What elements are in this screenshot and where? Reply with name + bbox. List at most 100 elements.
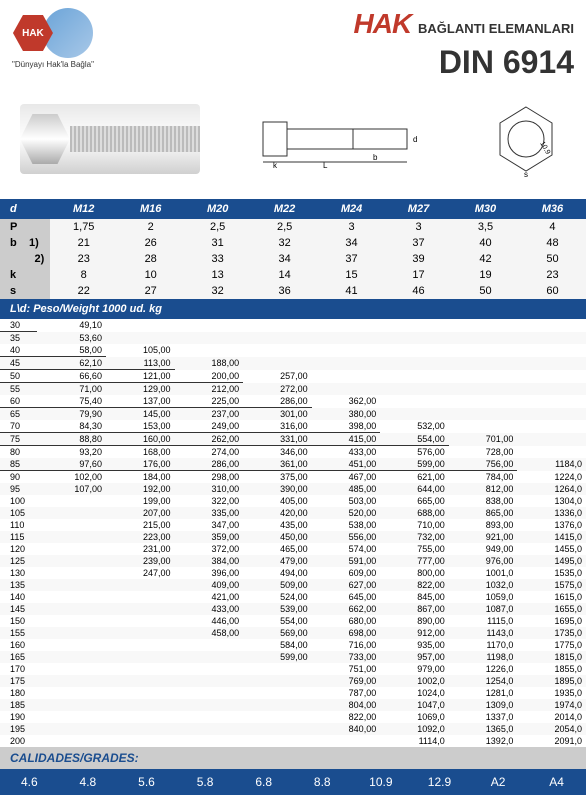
- weight-cell: 756,00: [449, 458, 518, 471]
- weight-cell: [37, 663, 106, 675]
- weight-cell: [175, 663, 244, 675]
- weight-cell: 1224,0: [517, 471, 586, 484]
- svg-text:s: s: [524, 170, 528, 179]
- weight-cell: 420,00: [243, 507, 312, 519]
- weight-cell: [175, 319, 244, 332]
- weight-cell: 1087,0: [449, 603, 518, 615]
- weight-cell: 298,00: [175, 471, 244, 484]
- weight-cell: 912,00: [380, 627, 449, 639]
- weight-cell: 1775,0: [517, 639, 586, 651]
- weight-cell: [312, 383, 381, 396]
- weight-cell: 30: [0, 319, 37, 332]
- weight-cell: 1092,0: [380, 723, 449, 735]
- weight-cell: 110: [0, 519, 37, 531]
- weight-cell: 1855,0: [517, 663, 586, 675]
- header: HAK "Dünyayı Hak'la Bağla" HAK BAĞLANTI …: [0, 0, 586, 89]
- weight-cell: 153,00: [106, 420, 175, 433]
- weight-cell: [243, 699, 312, 711]
- weight-cell: 421,00: [175, 591, 244, 603]
- weight-cell: 121,00: [106, 370, 175, 383]
- weight-cell: 105: [0, 507, 37, 519]
- weight-cell: [243, 687, 312, 699]
- weight-cell: 105,00: [106, 344, 175, 357]
- weight-cell: [243, 723, 312, 735]
- brand-name: HAK: [354, 8, 412, 39]
- weight-cell: 732,00: [380, 531, 449, 543]
- weight-table: 3049,103553,604058,00105,004562,10113,00…: [0, 319, 586, 747]
- weight-cell: [243, 319, 312, 332]
- weight-cell: 247,00: [106, 567, 175, 579]
- weight-cell: 1615,0: [517, 591, 586, 603]
- weight-cell: 520,00: [312, 507, 381, 519]
- weight-cell: 113,00: [106, 357, 175, 370]
- weight-cell: 935,00: [380, 639, 449, 651]
- bolt-side-diagram: k L b d: [253, 104, 433, 174]
- weight-cell: 135: [0, 579, 37, 591]
- weight-cell: [175, 332, 244, 345]
- weight-cell: 195: [0, 723, 37, 735]
- weight-cell: 728,00: [449, 446, 518, 459]
- weight-cell: 485,00: [312, 483, 381, 495]
- weight-cell: 215,00: [106, 519, 175, 531]
- weight-cell: 1974,0: [517, 699, 586, 711]
- spec-cell: 21: [50, 235, 117, 251]
- weight-cell: 645,00: [312, 591, 381, 603]
- spec-col-header: M30: [452, 199, 519, 219]
- spec-col-header: M16: [117, 199, 184, 219]
- weight-cell: 223,00: [106, 531, 175, 543]
- weight-cell: 85: [0, 458, 37, 471]
- weight-cell: [37, 555, 106, 567]
- weight-cell: 168,00: [106, 446, 175, 459]
- weight-cell: [380, 395, 449, 408]
- weight-cell: [175, 723, 244, 735]
- spec-cell: 26: [117, 235, 184, 251]
- weight-cell: 359,00: [175, 531, 244, 543]
- weight-cell: 784,00: [449, 471, 518, 484]
- weight-cell: [312, 319, 381, 332]
- spec-row-label: s: [0, 283, 50, 299]
- weight-cell: [175, 675, 244, 687]
- weight-cell: 272,00: [243, 383, 312, 396]
- weight-cell: 1376,0: [517, 519, 586, 531]
- weight-cell: 301,00: [243, 408, 312, 421]
- weight-cell: 380,00: [312, 408, 381, 421]
- spec-cell: 2: [117, 219, 184, 235]
- weight-cell: 375,00: [243, 471, 312, 484]
- tagline: "Dünyayı Hak'la Bağla": [12, 60, 94, 69]
- weight-cell: 212,00: [175, 383, 244, 396]
- spec-row-label: k: [0, 267, 50, 283]
- weight-cell: 55: [0, 383, 37, 396]
- title-area: HAK BAĞLANTI ELEMANLARI DIN 6914: [354, 8, 574, 81]
- weight-cell: 262,00: [175, 433, 244, 446]
- weight-cell: 893,00: [449, 519, 518, 531]
- spec-cell: 19: [452, 267, 519, 283]
- weight-cell: [312, 332, 381, 345]
- weight-cell: [517, 420, 586, 433]
- weight-cell: 361,00: [243, 458, 312, 471]
- weight-cell: 433,00: [312, 446, 381, 459]
- weight-cell: 1392,0: [449, 735, 518, 747]
- spec-cell: 17: [385, 267, 452, 283]
- weight-cell: 257,00: [243, 370, 312, 383]
- weight-cell: 1032,0: [449, 579, 518, 591]
- weight-cell: [106, 711, 175, 723]
- weight-cell: [517, 332, 586, 345]
- weight-cell: [517, 446, 586, 459]
- weight-cell: [106, 603, 175, 615]
- spec-cell: 32: [251, 235, 318, 251]
- weight-cell: 120: [0, 543, 37, 555]
- weight-cell: 1254,0: [449, 675, 518, 687]
- weight-cell: 137,00: [106, 395, 175, 408]
- weight-cell: 777,00: [380, 555, 449, 567]
- weight-cell: 1415,0: [517, 531, 586, 543]
- weight-cell: 331,00: [243, 433, 312, 446]
- weight-cell: [37, 687, 106, 699]
- weight-cell: 524,00: [243, 591, 312, 603]
- weight-cell: 1535,0: [517, 567, 586, 579]
- weight-cell: [37, 651, 106, 663]
- weight-cell: 574,00: [312, 543, 381, 555]
- spec-table: dM12M16M20M22M24M27M30M36 P1,7522,52,533…: [0, 199, 586, 299]
- weight-cell: [449, 420, 518, 433]
- weight-cell: 479,00: [243, 555, 312, 567]
- weight-cell: 145: [0, 603, 37, 615]
